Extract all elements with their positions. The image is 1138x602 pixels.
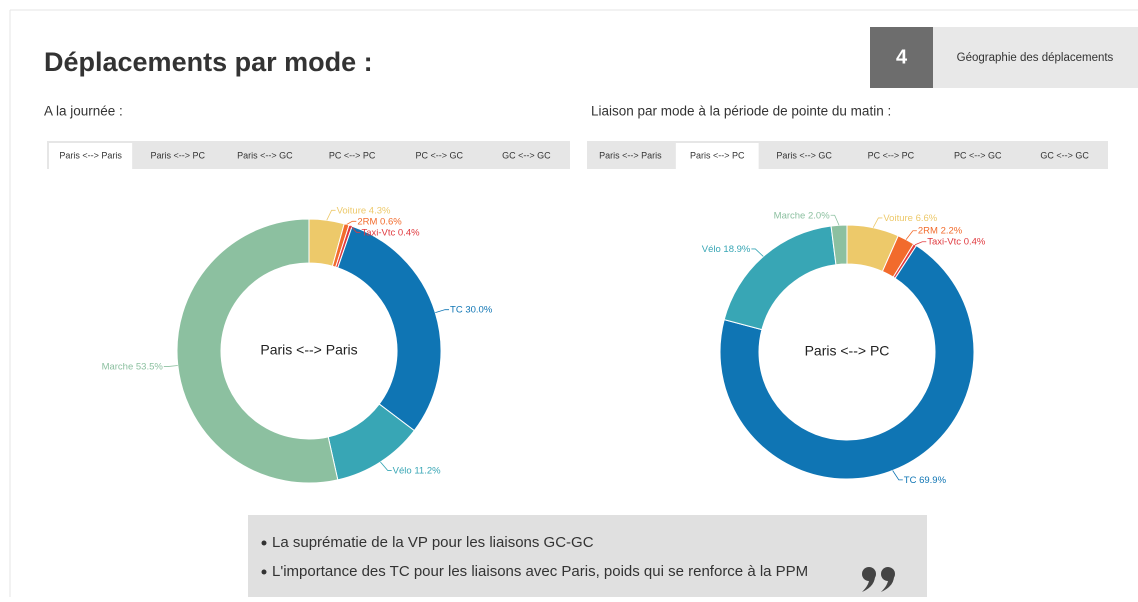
tab-label[interactable]: Paris <--> PC — [690, 150, 745, 160]
slice-value: 0.6% — [380, 216, 402, 227]
leader-line — [830, 214, 840, 226]
leader-line — [905, 230, 917, 240]
leader-line — [350, 225, 361, 233]
note: La suprématie de la VP pour les liaisons… — [272, 534, 594, 551]
leader-line — [380, 461, 392, 471]
slice-label: Voiture 6.6% — [883, 212, 937, 223]
slice-label: Vélo 11.2% — [393, 465, 441, 476]
leader-line — [892, 470, 903, 481]
slice-category: TC — [450, 304, 463, 315]
slice-category: Vélo — [393, 465, 412, 476]
slice-category: TC — [904, 474, 917, 485]
leader-line — [435, 309, 450, 313]
chart-subtitle: Liaison par mode à la période de pointe … — [591, 104, 891, 119]
slice-label: TC 30.0% — [450, 304, 493, 315]
slice-value: 69.9% — [919, 474, 946, 485]
tab-label[interactable]: Paris <--> PC — [150, 150, 205, 160]
tab-label[interactable]: PC <--> GC — [415, 150, 463, 160]
tab-label[interactable]: GC <--> GC — [1040, 150, 1089, 160]
slice-label: 2RM 2.2% — [918, 225, 963, 236]
slice-category: Vélo — [702, 243, 721, 254]
slice-value: 6.6% — [916, 212, 938, 223]
tab-label[interactable]: Paris <--> Paris — [599, 150, 662, 160]
section-number: 4 — [896, 46, 908, 68]
center-label: Paris <--> PC — [805, 343, 890, 359]
donut-slice — [719, 244, 975, 480]
donut-slice — [723, 225, 837, 331]
donut-slice — [337, 225, 442, 432]
slice-label: Vélo 18.9% — [702, 243, 751, 254]
slice-label: Marche 2.0% — [774, 210, 831, 221]
section-label: Géographie des déplacements — [957, 52, 1114, 64]
slice-category: Taxi-Vtc — [361, 227, 395, 238]
tab-label[interactable]: Paris <--> Paris — [59, 150, 122, 160]
leader-line — [346, 220, 357, 225]
slice-value: 11.2% — [414, 465, 441, 476]
chart-subtitle: A la journée : — [44, 104, 123, 119]
slice-category: Taxi-Vtc — [927, 236, 961, 247]
slice-label: TC 69.9% — [904, 474, 947, 485]
tab-bar — [47, 141, 570, 169]
tab-label[interactable]: Paris <--> GC — [776, 150, 832, 160]
tab[interactable] — [49, 143, 133, 171]
tab-label[interactable]: Paris <--> GC — [237, 150, 293, 160]
slice-label: 2RM 0.6% — [357, 216, 402, 227]
leader-line — [326, 209, 336, 221]
tab-label[interactable]: PC <--> PC — [329, 150, 376, 160]
donut-slice — [830, 224, 848, 266]
slice-value: 0.4% — [398, 227, 420, 238]
slice-value: 30.0% — [465, 304, 492, 315]
section-number-box — [870, 27, 933, 88]
bullet — [261, 569, 267, 575]
slice-category: Marche — [774, 210, 806, 221]
tab-label[interactable]: PC <--> PC — [868, 150, 915, 160]
slice-value: 2.2% — [941, 225, 963, 236]
note: L'importance des TC pour les liaisons av… — [272, 563, 808, 580]
center-label: Paris <--> Paris — [260, 342, 357, 358]
slice-category: Voiture — [337, 205, 367, 216]
donut-slice — [176, 218, 339, 484]
tab-label[interactable]: GC <--> GC — [502, 150, 551, 160]
slice-category: 2RM — [918, 225, 938, 236]
slice-value: 53.5% — [136, 361, 163, 372]
slice-category: Voiture — [883, 212, 913, 223]
bullet — [261, 540, 267, 546]
tab-bar — [587, 141, 1108, 169]
slice-value: 0.4% — [964, 236, 986, 247]
quote-icon — [862, 567, 895, 592]
slice-value: 2.0% — [808, 210, 830, 221]
slice-category: 2RM — [357, 216, 377, 227]
leader-line — [914, 241, 927, 246]
slice-label: Marche 53.5% — [102, 361, 164, 372]
leader-line — [163, 365, 178, 367]
page-title: Déplacements par mode : — [44, 47, 373, 77]
notes-box — [248, 515, 927, 597]
slice-label: Taxi-Vtc 0.4% — [927, 236, 986, 247]
slice-label: Taxi-Vtc 0.4% — [361, 227, 420, 238]
tab[interactable] — [675, 143, 759, 171]
slice-value: 4.3% — [369, 205, 391, 216]
slice-value: 18.9% — [723, 243, 750, 254]
section-label-box — [933, 27, 1138, 88]
tab-label[interactable]: PC <--> GC — [954, 150, 1002, 160]
slice-label: Voiture 4.3% — [337, 205, 391, 216]
slice-category: Marche — [102, 361, 134, 372]
leader-line — [751, 248, 764, 257]
leader-line — [872, 217, 883, 228]
